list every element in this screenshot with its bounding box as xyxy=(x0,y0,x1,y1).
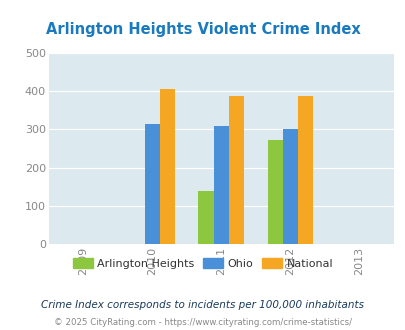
Bar xyxy=(213,126,228,244)
Bar xyxy=(267,140,282,244)
Text: Crime Index corresponds to incidents per 100,000 inhabitants: Crime Index corresponds to incidents per… xyxy=(41,300,364,310)
Bar xyxy=(228,96,243,244)
Text: © 2025 CityRating.com - https://www.cityrating.com/crime-statistics/: © 2025 CityRating.com - https://www.city… xyxy=(54,318,351,327)
Bar xyxy=(144,124,160,244)
Legend: Arlington Heights, Ohio, National: Arlington Heights, Ohio, National xyxy=(68,254,337,273)
Bar xyxy=(198,191,213,244)
Bar xyxy=(282,129,297,244)
Bar xyxy=(297,96,312,244)
Bar xyxy=(160,89,175,244)
Text: Arlington Heights Violent Crime Index: Arlington Heights Violent Crime Index xyxy=(45,22,360,37)
